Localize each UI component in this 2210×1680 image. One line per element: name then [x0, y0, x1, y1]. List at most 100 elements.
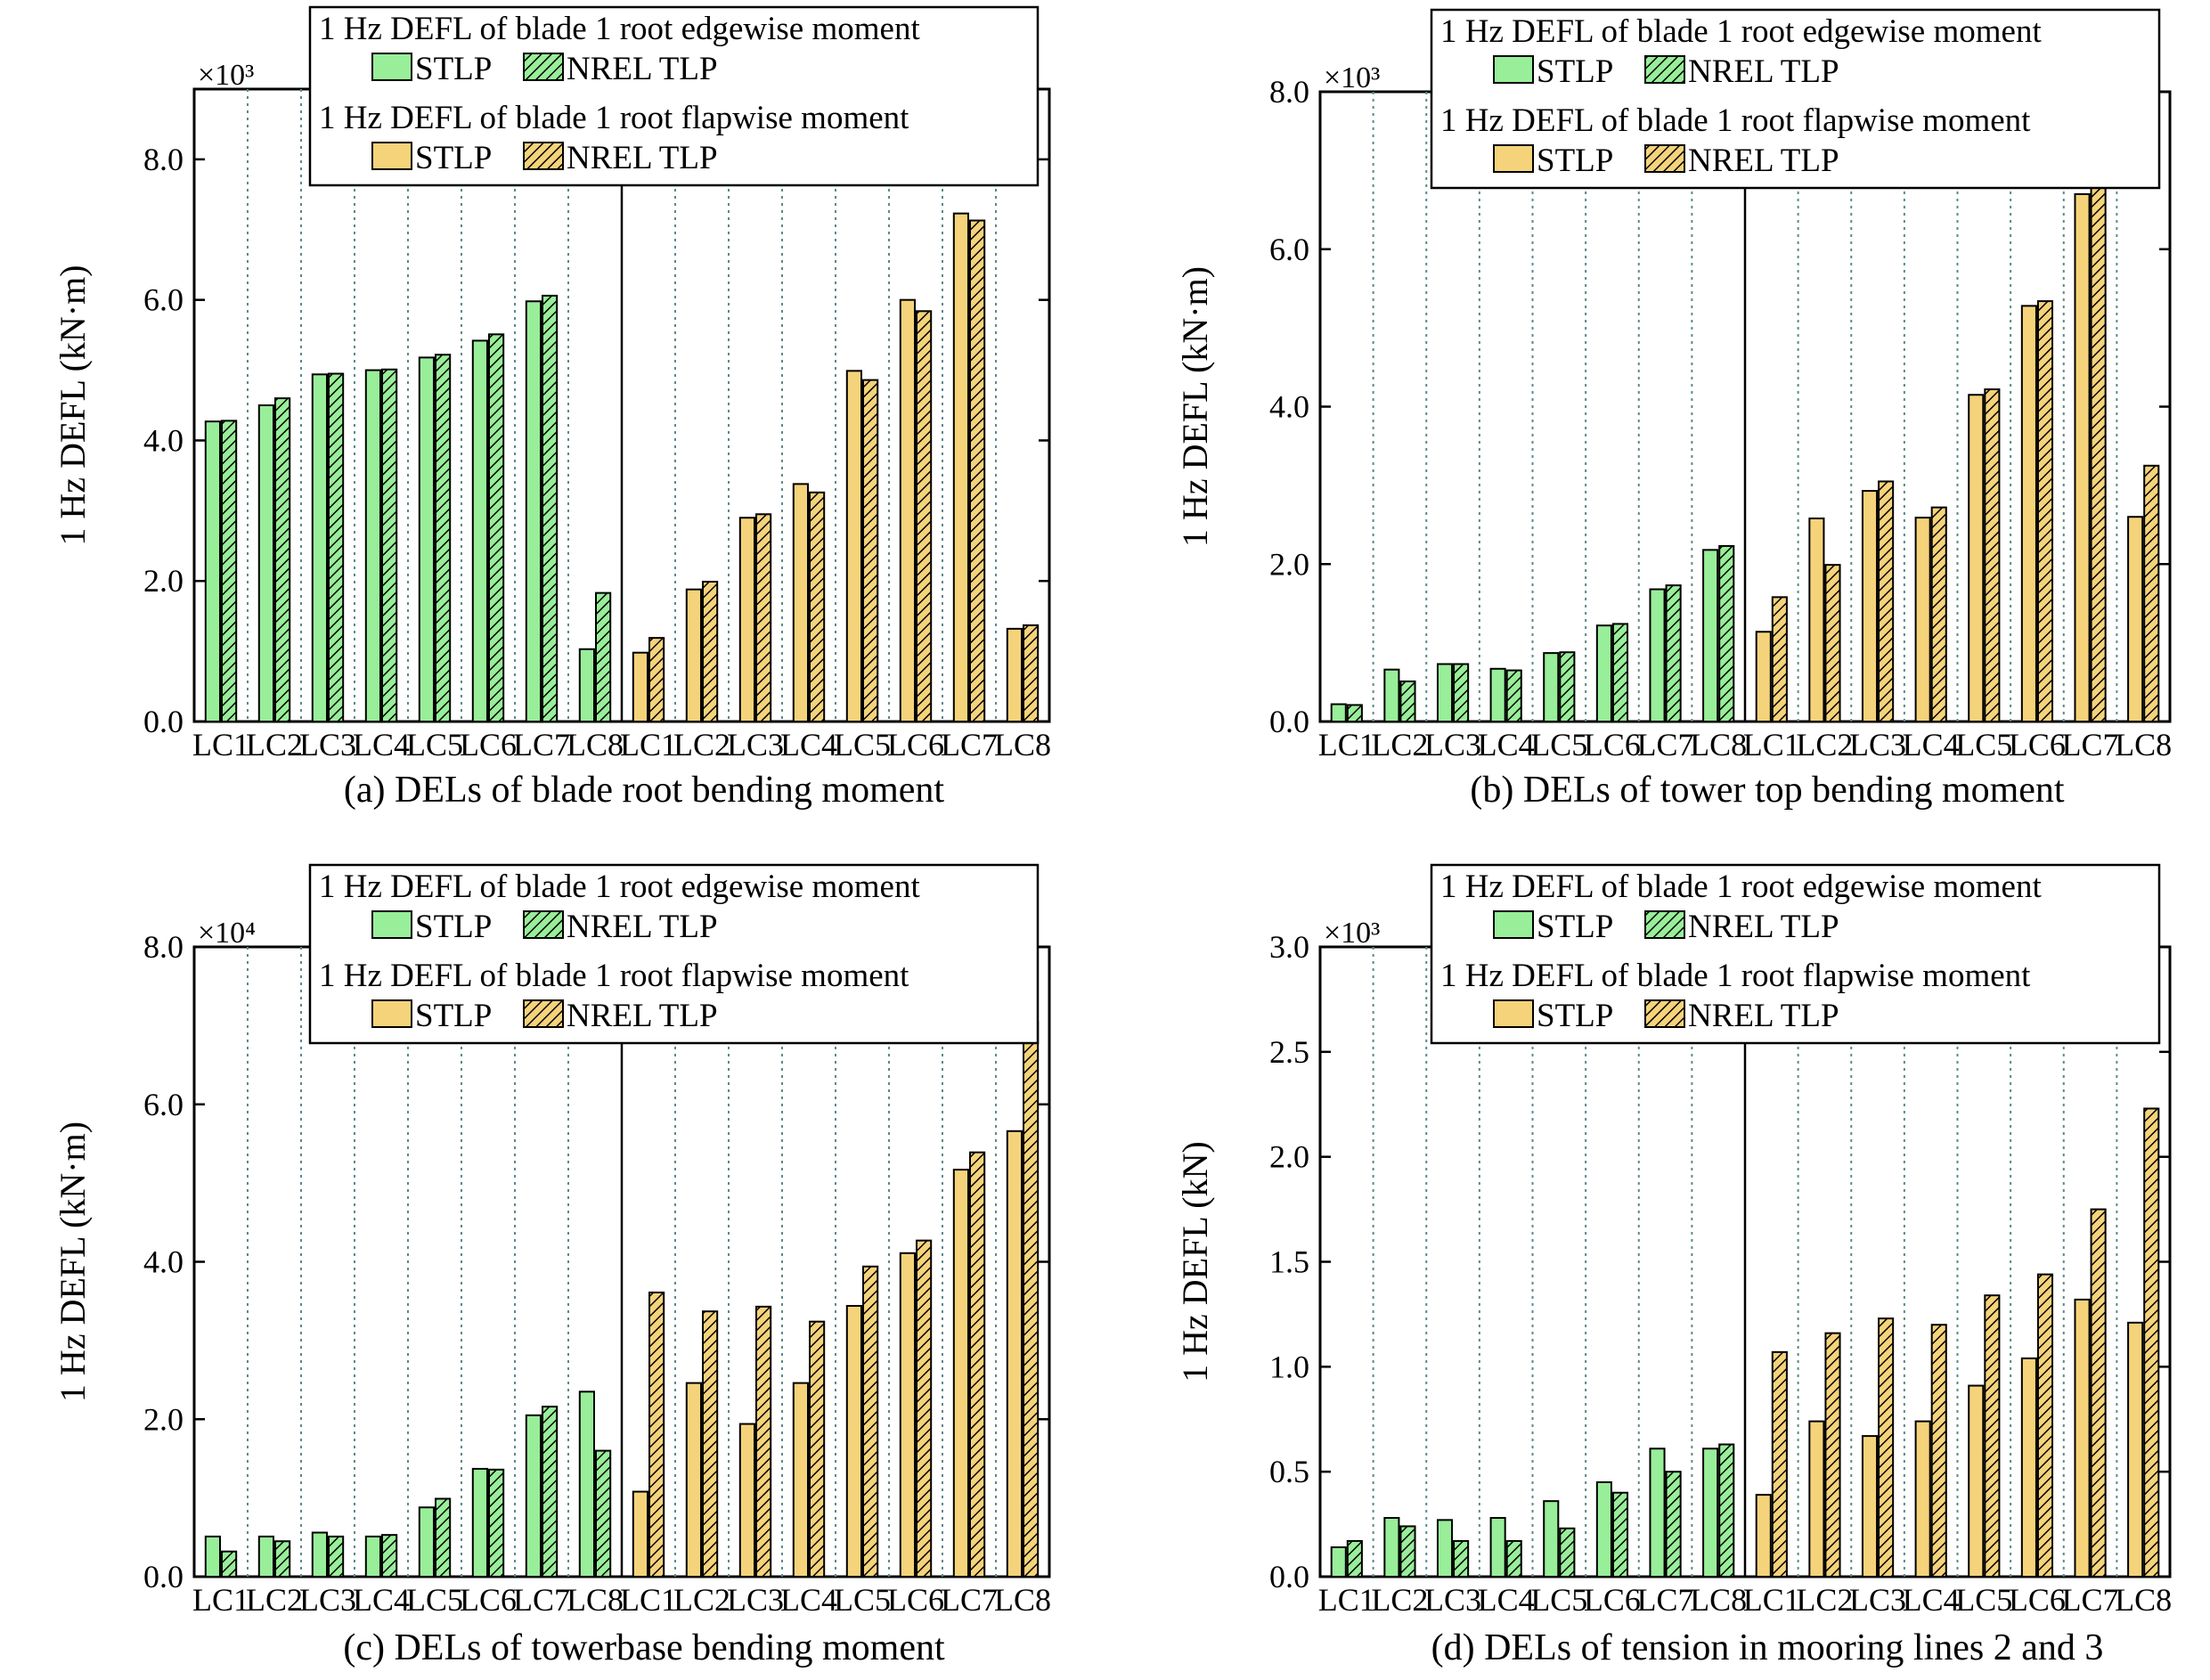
bar-stlp-edge-lc2 [257, 1535, 274, 1578]
bar-nrel-flap-lc6 [916, 310, 933, 722]
x-tick-label: LC4 [780, 1582, 837, 1618]
bar-stlp-flap-lc8 [1006, 627, 1023, 722]
bar-stlp-flap-lc3 [738, 1423, 755, 1578]
y-tick-label: 0.0 [1269, 704, 1309, 739]
legend-title-edgewise: 1 Hz DEFL of blade 1 root edgewise momen… [319, 869, 920, 905]
bar-stlp-flap-lc3 [1861, 1435, 1879, 1578]
y-tick-label: 4.0 [143, 422, 183, 458]
bar-stlp-flap-lc7 [2074, 1298, 2091, 1578]
legend-label-stlp: STLP [1537, 53, 1613, 90]
bar-stlp-edge-lc3 [311, 1531, 328, 1578]
legend-label-nrel: NREL TLP [567, 998, 718, 1034]
bar-stlp-flap-lc8 [2127, 1321, 2144, 1578]
bar-nrel-edge-lc2 [1399, 1525, 1416, 1578]
x-tick-label: LC2 [673, 1582, 730, 1618]
bar-nrel-flap-lc6 [2036, 1273, 2054, 1578]
legend-swatch-stlp-flap [371, 142, 412, 170]
bar-nrel-edge-lc1 [1346, 1539, 1363, 1578]
legend-title-flapwise: 1 Hz DEFL of blade 1 root flapwise momen… [1440, 958, 2031, 994]
x-tick-label: LC2 [1371, 1582, 1428, 1618]
legend-swatch-nrel-flap [523, 142, 564, 170]
x-tick-label: LC1 [1743, 1582, 1800, 1618]
y-tick-label: 2.0 [1269, 1139, 1309, 1175]
x-tick-label: LC7 [1637, 727, 1694, 763]
panel-caption: (c) DELs of towerbase bending moment [343, 1627, 945, 1668]
y-tick-label: 8.0 [1269, 74, 1309, 110]
bar-nrel-edge-lc2 [274, 1540, 291, 1578]
legend-swatch-stlp-edge [1493, 910, 1534, 939]
bar-nrel-flap-lc8 [2143, 1107, 2160, 1578]
bar-nrel-edge-lc4 [1505, 1539, 1522, 1578]
bar-nrel-flap-lc1 [1771, 596, 1788, 722]
legend-swatch-nrel-edge [1644, 55, 1685, 84]
bar-stlp-flap-lc1 [632, 651, 648, 723]
x-tick-label: LC8 [2115, 727, 2172, 763]
bar-nrel-flap-lc1 [648, 637, 665, 722]
y-axis-label: 1 Hz DEFL (kN·m) [53, 265, 93, 545]
legend-label-nrel: NREL TLP [1688, 53, 1839, 90]
bar-stlp-edge-lc8 [578, 1390, 595, 1578]
bar-nrel-flap-lc4 [809, 1320, 826, 1578]
legend-title-flapwise: 1 Hz DEFL of blade 1 root flapwise momen… [1440, 102, 2031, 139]
bar-stlp-flap-lc7 [2074, 192, 2091, 722]
x-tick-label: LC1 [192, 1582, 249, 1618]
bar-nrel-flap-lc2 [702, 1310, 719, 1578]
bar-stlp-flap-lc5 [1968, 394, 1985, 722]
x-tick-label: LC1 [620, 1582, 677, 1618]
x-tick-label: LC7 [2062, 1582, 2119, 1618]
bar-nrel-flap-lc8 [1023, 624, 1040, 723]
y-tick-label: 8.0 [143, 929, 183, 965]
bar-stlp-edge-lc1 [1330, 703, 1347, 722]
bar-stlp-flap-lc5 [1968, 1384, 1985, 1578]
legend-swatch-nrel-flap [1644, 999, 1685, 1028]
legend-label-stlp: STLP [1537, 143, 1613, 179]
x-tick-label: LC2 [673, 727, 730, 763]
legend-label-stlp: STLP [415, 140, 492, 176]
x-tick-label: LC3 [1849, 727, 1906, 763]
legend-label-nrel: NREL TLP [1688, 909, 1839, 945]
x-tick-label: LC4 [1478, 1582, 1535, 1618]
legend-label-nrel: NREL TLP [567, 909, 718, 945]
bar-stlp-edge-lc4 [1489, 1517, 1506, 1578]
chart-panel-3: LC1LC2LC3LC4LC5LC6LC7LC8LC1LC2LC3LC4LC5L… [53, 863, 1051, 1668]
x-tick-label: LC4 [1903, 727, 1960, 763]
bar-stlp-edge-lc6 [471, 1467, 488, 1578]
bar-stlp-flap-lc4 [1914, 517, 1931, 723]
bar-nrel-flap-lc2 [1824, 564, 1841, 722]
bar-stlp-flap-lc4 [792, 483, 809, 722]
bar-nrel-edge-lc3 [328, 1535, 345, 1578]
bar-stlp-flap-lc6 [2020, 305, 2037, 722]
legend-title-edgewise: 1 Hz DEFL of blade 1 root edgewise momen… [1440, 13, 2042, 50]
x-tick-label: LC1 [1743, 727, 1800, 763]
bar-nrel-edge-lc7 [1665, 1471, 1682, 1578]
bar-nrel-flap-lc5 [862, 379, 879, 722]
y-tick-label: 4.0 [143, 1244, 183, 1280]
bar-nrel-flap-lc3 [755, 1305, 772, 1578]
bar-nrel-edge-lc7 [1665, 584, 1682, 723]
bar-stlp-edge-lc6 [1595, 1480, 1612, 1578]
bar-stlp-flap-lc2 [685, 588, 702, 723]
x-tick-label: LC7 [941, 1582, 998, 1618]
x-tick-label: LC3 [1424, 1582, 1481, 1618]
x-tick-label: LC6 [1584, 1582, 1641, 1618]
bar-nrel-flap-lc5 [1984, 1294, 2001, 1578]
x-tick-label: LC4 [353, 1582, 410, 1618]
bar-nrel-edge-lc8 [1718, 1443, 1735, 1578]
y-tick-label: 2.0 [143, 563, 183, 599]
bar-nrel-flap-lc8 [2143, 464, 2160, 722]
x-tick-label: LC8 [1690, 727, 1747, 763]
x-tick-label: LC1 [1318, 727, 1375, 763]
x-tick-label: LC8 [994, 1582, 1051, 1618]
x-tick-label: LC2 [1371, 727, 1428, 763]
y-tick-label: 2.0 [1269, 546, 1309, 582]
y-tick-label: 1.0 [1269, 1349, 1309, 1384]
x-tick-label: LC6 [2009, 727, 2066, 763]
legend: 1 Hz DEFL of blade 1 root edgewise momen… [308, 863, 1040, 1045]
panel-caption: (a) DELs of blade root bending moment [344, 770, 944, 811]
x-tick-label: LC4 [780, 727, 837, 763]
legend-swatch-nrel-flap [523, 999, 564, 1028]
bar-stlp-edge-lc2 [1383, 668, 1400, 722]
bar-stlp-flap-lc2 [1808, 1420, 1825, 1578]
x-tick-label: LC4 [1478, 727, 1535, 763]
